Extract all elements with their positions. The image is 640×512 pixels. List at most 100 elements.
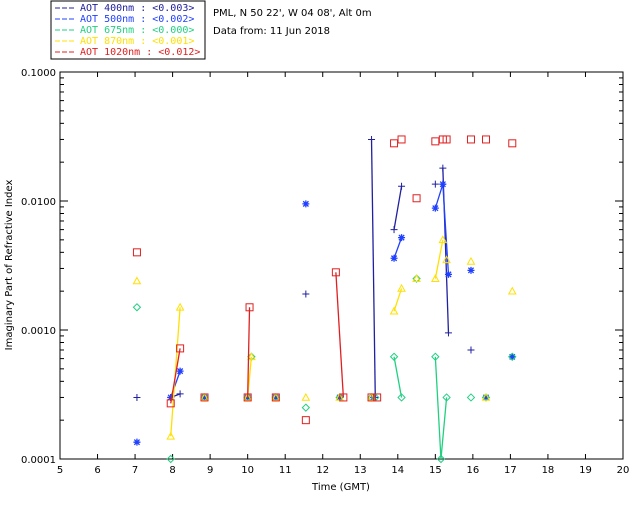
x-axis: 5 6 7 8 9 10 11 12 13 14 15 16 17 18 19 20 xyxy=(57,72,630,476)
series-line xyxy=(170,307,181,437)
data-point xyxy=(132,248,141,257)
data-point xyxy=(302,200,310,208)
data-point xyxy=(466,393,476,402)
series-line xyxy=(434,183,444,209)
y-tick-label: 0.0010 xyxy=(21,326,56,337)
y-axis: 0.0001 0.0010 0.0100 0.1000 xyxy=(21,68,623,466)
data-point xyxy=(439,180,447,188)
x-tick-label: 16 xyxy=(466,465,479,476)
data-point xyxy=(271,392,281,401)
data-point xyxy=(482,393,490,401)
data-point xyxy=(368,135,376,143)
data-point xyxy=(166,431,176,440)
data-point xyxy=(507,286,517,295)
series-line xyxy=(335,272,345,398)
data-point xyxy=(301,392,311,401)
x-axis-label: Time (GMT) xyxy=(311,482,370,493)
data-point xyxy=(133,393,141,401)
series-line xyxy=(440,397,448,460)
data-point xyxy=(390,139,399,148)
data-point xyxy=(245,303,254,312)
x-tick-label: 14 xyxy=(391,465,404,476)
data-point xyxy=(398,182,406,190)
data-point xyxy=(481,393,491,402)
y-axis-label: Imaginary Part of Refractive Index xyxy=(4,180,15,351)
data-point xyxy=(412,274,421,283)
data-point xyxy=(339,393,348,402)
y-tick-label: 0.0100 xyxy=(21,197,56,208)
series-line xyxy=(434,239,444,279)
series-line xyxy=(393,237,403,259)
series-line xyxy=(442,184,450,275)
data-point xyxy=(508,353,516,361)
data-point xyxy=(243,392,253,401)
data-point xyxy=(444,329,452,337)
data-point xyxy=(166,454,175,464)
data-point xyxy=(201,393,209,401)
location-info: PML, N 50 22', W 04 08', Alt 0m xyxy=(213,8,372,19)
data-point xyxy=(176,367,184,375)
x-tick-label: 7 xyxy=(132,465,138,476)
data-point xyxy=(431,352,440,361)
series-line xyxy=(434,356,442,460)
data-point xyxy=(438,235,448,244)
data-point xyxy=(412,274,421,282)
data-point xyxy=(390,254,398,262)
x-tick-label: 8 xyxy=(169,465,175,476)
data-point xyxy=(331,268,340,277)
x-tick-label: 13 xyxy=(354,465,367,476)
data-point xyxy=(467,266,475,274)
data-point xyxy=(176,344,185,353)
data-point xyxy=(442,135,451,144)
data-point xyxy=(167,393,175,401)
x-tick-label: 15 xyxy=(429,465,442,476)
series xyxy=(133,180,516,446)
series-line xyxy=(370,139,376,398)
data-point xyxy=(431,180,439,188)
data-point xyxy=(431,204,439,212)
x-tick-label: 18 xyxy=(542,465,555,476)
data-point xyxy=(389,306,399,315)
data-point xyxy=(200,392,209,401)
plot-frame xyxy=(59,71,624,460)
series xyxy=(132,135,517,425)
data-point xyxy=(467,346,475,354)
x-tick-label: 11 xyxy=(279,465,292,476)
x-tick-label: 5 xyxy=(57,465,63,476)
data-point xyxy=(482,135,491,144)
series-line xyxy=(393,186,403,230)
data-point xyxy=(508,139,517,148)
data-point xyxy=(200,393,209,402)
legend-label: AOT 1020nm : <0.012> xyxy=(80,47,200,58)
x-tick-label: 20 xyxy=(617,465,630,476)
data-point xyxy=(301,403,311,412)
plot-area xyxy=(132,135,517,464)
data-point xyxy=(398,234,406,242)
legend-label: AOT 400nm : <0.003> xyxy=(80,3,194,14)
data-point xyxy=(431,137,440,146)
data-point xyxy=(301,416,310,425)
data-point xyxy=(247,352,256,361)
legend-label: AOT 500nm : <0.002> xyxy=(80,14,194,25)
data-point xyxy=(442,393,451,402)
data-point xyxy=(302,290,310,298)
data-point xyxy=(439,164,447,172)
y-tick-label: 0.0001 xyxy=(21,455,56,466)
data-point xyxy=(466,135,475,144)
data-point xyxy=(271,393,280,402)
data-point xyxy=(412,194,421,203)
data-point xyxy=(442,255,451,264)
series-line xyxy=(170,348,181,404)
date-info: Data from: 11 Jun 2018 xyxy=(213,26,330,37)
legend-label: AOT 870nm : <0.001> xyxy=(80,36,194,47)
data-point xyxy=(436,454,446,464)
data-point xyxy=(430,274,440,282)
x-tick-label: 12 xyxy=(316,465,329,476)
data-point xyxy=(397,283,406,292)
series-line xyxy=(393,356,403,398)
data-point xyxy=(397,393,406,402)
data-point xyxy=(272,393,280,401)
series-line xyxy=(393,288,403,312)
data-point xyxy=(390,226,398,234)
